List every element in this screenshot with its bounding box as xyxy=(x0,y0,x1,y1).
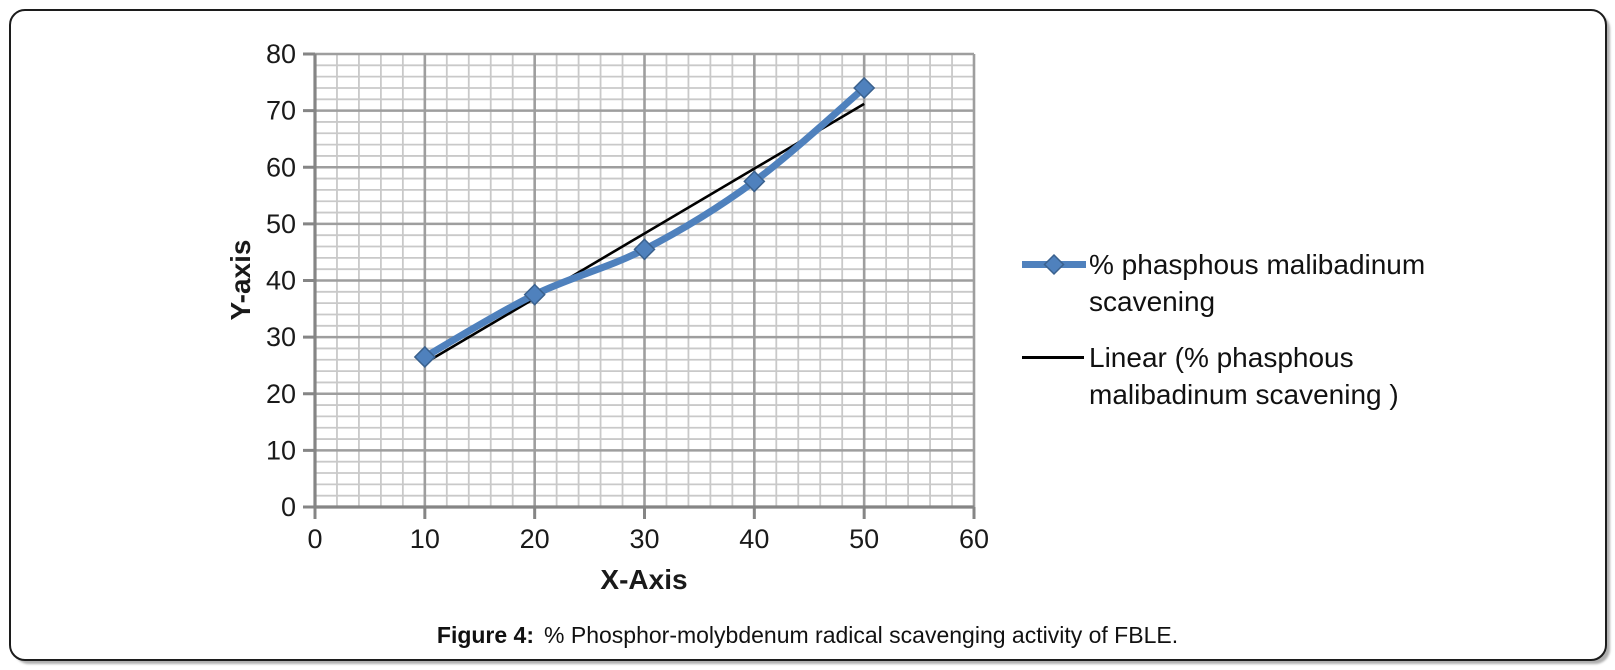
series-marker-diamond xyxy=(523,283,546,306)
legend-label-series-line2: scavening xyxy=(1089,286,1216,317)
legend-label-series-line1: % phasphous malibadinum xyxy=(1089,249,1426,280)
figure-frame xyxy=(9,9,1607,661)
y-tick-label: 0 xyxy=(281,492,296,522)
y-tick-label: 10 xyxy=(266,435,296,465)
legend: % phasphous malibadinum scavening Linear… xyxy=(1021,246,1425,413)
y-tick-label: 30 xyxy=(266,322,296,352)
legend-label-trendline: Linear (% phasphous malibadinum scavenin… xyxy=(1089,339,1399,413)
series-marker-diamond xyxy=(743,170,766,193)
caption-label: Figure 4: xyxy=(436,622,535,648)
series-marker-diamond xyxy=(853,76,876,100)
legend-label-series: % phasphous malibadinum scavening xyxy=(1089,246,1425,320)
y-tick-label: 60 xyxy=(266,152,296,182)
x-tick-label: 0 xyxy=(307,524,322,554)
figure-caption: Figure 4: % Phosphor-molybdenum radical s… xyxy=(0,622,1615,649)
legend-item-series: % phasphous malibadinum scavening xyxy=(1021,246,1425,320)
series-markers xyxy=(413,76,876,369)
series-marker-diamond xyxy=(413,345,436,369)
legend-label-trendline-line1: Linear (% phasphous xyxy=(1089,342,1354,373)
x-tick-label: 20 xyxy=(520,524,550,554)
x-tick-label: 60 xyxy=(959,524,989,554)
legend-item-trendline: Linear (% phasphous malibadinum scavenin… xyxy=(1021,339,1425,413)
series-line-diamond-icon xyxy=(1022,253,1086,276)
x-tick-labels: 0 10 20 30 40 50 60 xyxy=(307,524,989,554)
trendline-line-icon xyxy=(1022,356,1084,359)
trendline xyxy=(424,102,865,365)
y-tick-label: 70 xyxy=(266,96,296,126)
x-tick-label: 10 xyxy=(410,524,440,554)
caption-text: % Phosphor-molybdenum radical scavenging… xyxy=(544,622,1179,648)
x-tick-label: 30 xyxy=(629,524,659,554)
y-tick-label: 80 xyxy=(266,39,296,69)
x-tick-label: 40 xyxy=(739,524,769,554)
axes xyxy=(303,52,976,519)
y-tick-label: 20 xyxy=(266,379,296,409)
y-tick-label: 40 xyxy=(266,266,296,296)
x-tick-label: 50 xyxy=(849,524,879,554)
x-axis-title: X-Axis xyxy=(600,564,688,595)
legend-label-trendline-line2: malibadinum scavening ) xyxy=(1089,379,1399,410)
y-tick-labels: 0 10 20 30 40 50 60 70 80 xyxy=(266,39,296,522)
y-tick-label: 50 xyxy=(266,209,296,239)
series-marker-diamond xyxy=(633,238,656,261)
y-axis-title: Y-axis xyxy=(225,239,256,321)
